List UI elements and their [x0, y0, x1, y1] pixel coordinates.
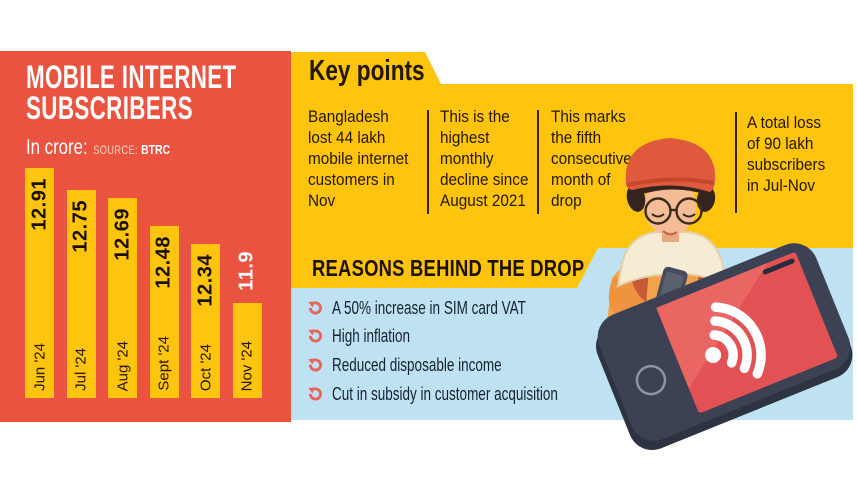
bar-chart: 12.91 Jun '24 12.75 Jul '24 12.69 Aug '24 12.4…	[0, 0, 291, 482]
bar: 11.9 Nov '24	[232, 251, 262, 398]
column-divider	[735, 112, 737, 213]
chart-title-line2: SUBSCRIBERS	[26, 90, 193, 126]
curved-arrow-icon	[308, 301, 323, 315]
bar: 12.69 Aug '24	[108, 198, 137, 398]
reasons-title: REASONS BEHIND THE DROP	[312, 255, 585, 281]
reason-item: Cut in subsidy in customer acquisition	[308, 380, 608, 409]
reason-text: Cut in subsidy in customer acquisition	[332, 383, 558, 404]
key-points-title: Key points	[309, 55, 425, 87]
source-label: SOURCE:	[93, 145, 138, 157]
column-divider	[427, 110, 429, 214]
source-value: BTRC	[141, 142, 171, 157]
column-divider	[537, 110, 539, 214]
chart-title: MOBILE INTERNET SUBSCRIBERS	[26, 59, 237, 126]
bar: 12.91 Jun '24	[25, 168, 54, 398]
reason-item: High inflation	[308, 323, 608, 352]
reason-text: Reduced disposable income	[332, 354, 502, 375]
bar: 12.48 Sept '24	[149, 226, 179, 398]
chart-title-line1: MOBILE INTERNET	[26, 59, 237, 95]
reason-item: A 50% increase in SIM card VAT	[308, 294, 608, 323]
chart-source-line: In crore: SOURCE: BTRC	[26, 136, 170, 160]
key-point-column: This is the highest monthly decline sinc…	[440, 107, 529, 210]
reason-text: A 50% increase in SIM card VAT	[332, 297, 526, 318]
reason-text: High inflation	[332, 326, 411, 347]
key-point-column: Bangladesh lost 44 lakh mobile internet …	[308, 107, 409, 210]
reasons-list: A 50% increase in SIM card VAT High infla…	[308, 294, 608, 408]
curved-arrow-icon	[308, 329, 323, 343]
reason-item: Reduced disposable income	[308, 351, 608, 380]
key-point-column: A total loss of 90 lakh subscribers in J…	[747, 113, 826, 195]
bar: 12.34 Oct '24	[191, 244, 220, 398]
curved-arrow-icon	[308, 386, 323, 401]
bar: 12.75 Jul '24	[66, 190, 96, 398]
curved-arrow-icon	[308, 358, 323, 372]
key-point-column: This marks the fifth consecutive month o…	[551, 107, 632, 210]
unit-label: In crore:	[26, 136, 88, 159]
